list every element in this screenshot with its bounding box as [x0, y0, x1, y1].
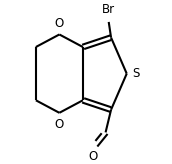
Text: Br: Br: [102, 3, 115, 16]
Text: O: O: [55, 17, 64, 30]
Text: O: O: [55, 118, 64, 131]
Text: S: S: [132, 67, 140, 80]
Text: O: O: [88, 150, 98, 163]
